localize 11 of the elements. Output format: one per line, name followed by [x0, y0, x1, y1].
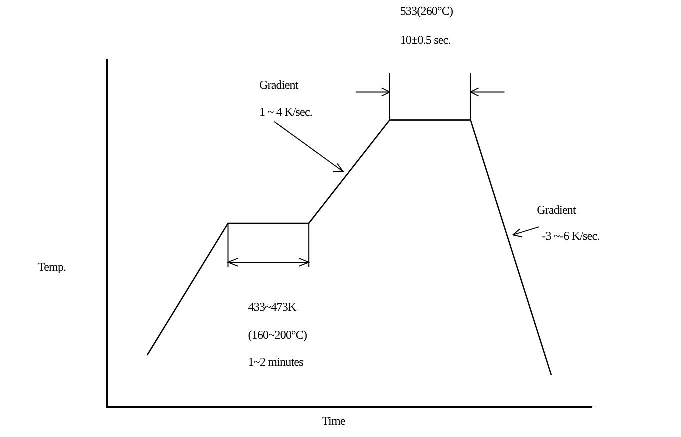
annotation: Gradient	[537, 203, 576, 218]
text: 10±0.5 sec.	[400, 33, 451, 48]
x-axis-title: Time	[322, 414, 346, 429]
text: 1 ~ 4 K/sec.	[260, 105, 313, 120]
annotation: (160~200°C)	[248, 328, 308, 343]
text: 533(260°C)	[400, 4, 454, 19]
annotation: 433~473K	[248, 300, 296, 315]
y-axis-title: Temp.	[38, 260, 66, 275]
annotation: 1~2 minutes	[248, 355, 304, 370]
annotation: -3 ~-6 K/sec.	[542, 229, 600, 244]
text: Gradient	[260, 78, 298, 93]
